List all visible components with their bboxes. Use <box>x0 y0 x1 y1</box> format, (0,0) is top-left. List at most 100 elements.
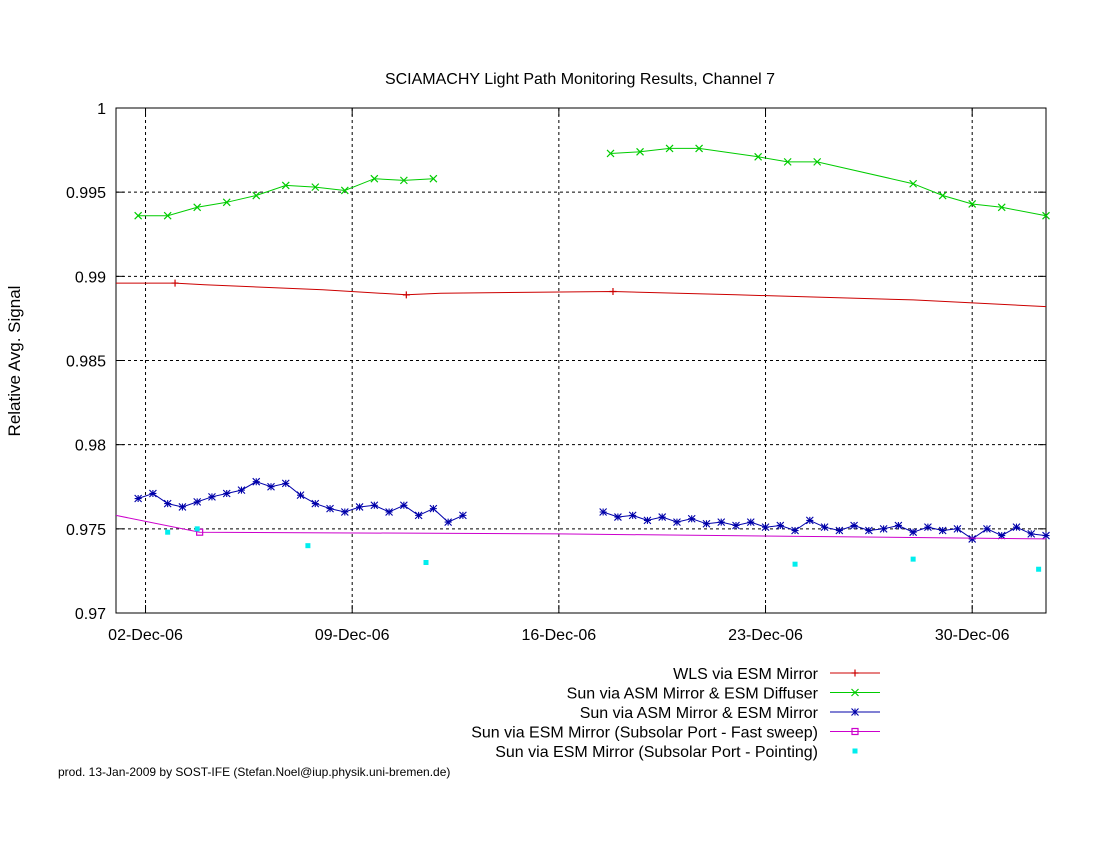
y-tick-label: 1 <box>97 101 106 118</box>
data-point <box>910 556 916 562</box>
data-point <box>370 174 379 183</box>
data-point <box>761 523 770 532</box>
data-point <box>193 498 202 506</box>
grid-lines <box>116 108 1046 613</box>
data-point <box>606 149 615 158</box>
x-tick-label: 16-Dec-06 <box>522 627 597 644</box>
data-point <box>673 518 681 526</box>
data-point <box>687 514 696 523</box>
data-point <box>399 176 408 185</box>
data-point <box>134 211 143 220</box>
data-point <box>429 174 438 183</box>
data-point <box>783 157 792 166</box>
chart-title: SCIAMACHY Light Path Monitoring Results,… <box>385 71 775 88</box>
series-line <box>137 481 464 523</box>
series-line <box>115 514 1047 540</box>
data-point <box>851 688 859 697</box>
series-line <box>610 147 1047 217</box>
data-point <box>237 486 246 495</box>
data-point <box>953 524 962 533</box>
data-point <box>171 279 179 287</box>
data-point <box>370 501 379 510</box>
series-line <box>138 178 434 217</box>
data-point <box>851 708 859 716</box>
data-point <box>402 291 410 299</box>
data-point <box>938 191 947 200</box>
series-1 <box>116 279 1047 308</box>
data-point <box>805 516 814 525</box>
data-point <box>163 211 172 220</box>
y-axis-label: Relative Avg. Signal <box>5 286 24 437</box>
legend-label: Sun via ASM Mirror & ESM Mirror <box>580 705 819 722</box>
data-point <box>355 503 364 511</box>
data-point <box>746 518 755 526</box>
series-5 <box>165 526 1042 572</box>
x-tick-label: 02-Dec-06 <box>108 627 183 644</box>
data-point <box>311 183 320 192</box>
data-point <box>850 521 858 530</box>
data-point <box>717 518 726 526</box>
data-point <box>968 535 977 543</box>
data-point <box>909 179 918 188</box>
y-tick-label: 0.99 <box>75 269 106 286</box>
series-3 <box>134 477 1050 543</box>
legend-label: WLS via ESM Mirror <box>673 666 819 683</box>
data-point <box>414 511 423 520</box>
x-axis-ticks: 02-Dec-06 09-Dec-06 16-Dec-06 23-Dec-06 30-D… <box>108 108 1010 644</box>
data-point <box>968 200 977 208</box>
data-point <box>997 531 1006 540</box>
data-point <box>776 521 785 530</box>
y-tick-label: 0.995 <box>66 185 106 202</box>
data-point <box>879 524 888 533</box>
data-point <box>311 499 320 508</box>
data-point <box>326 504 334 513</box>
data-point <box>423 560 429 565</box>
data-point <box>852 748 858 754</box>
y-tick-label: 0.975 <box>66 522 106 539</box>
legend-label: Sun via ASM Mirror & ESM Diffuser <box>567 686 819 703</box>
legend-label: Sun via ESM Mirror (Subsolar Port - Poin… <box>495 744 818 761</box>
data-point <box>792 561 798 567</box>
data-point <box>938 526 947 535</box>
legend: WLS via ESM Mirror Sun via ASM Mirror & E… <box>471 666 880 761</box>
data-point <box>208 492 216 501</box>
data-point <box>165 529 171 535</box>
footer-credit: prod. 13-Jan-2009 by SOST-IFE (Stefan.No… <box>58 765 450 779</box>
data-point <box>194 526 200 532</box>
data-point <box>163 499 172 508</box>
data-point <box>281 181 290 190</box>
data-point <box>1042 211 1050 220</box>
data-point <box>340 186 349 195</box>
data-point <box>267 482 275 491</box>
data-point <box>193 203 202 212</box>
data-point <box>1042 531 1050 540</box>
y-axis-ticks: 0.97 0.975 0.98 0.985 0.99 0.995 1 <box>66 101 1046 623</box>
data-point <box>134 494 143 503</box>
data-point <box>252 191 261 200</box>
data-point <box>864 526 873 535</box>
data-point <box>1027 529 1036 538</box>
data-point <box>813 157 822 166</box>
data-point <box>1036 566 1042 572</box>
data-point <box>835 526 844 535</box>
data-point <box>636 147 644 156</box>
data-point <box>459 511 467 520</box>
data-point <box>643 516 652 525</box>
x-tick-label: 30-Dec-06 <box>935 627 1010 644</box>
data-point <box>399 501 408 510</box>
data-point <box>305 543 311 549</box>
data-point <box>983 524 991 533</box>
data-point <box>296 491 305 500</box>
data-point <box>614 513 622 521</box>
data-point <box>222 489 231 498</box>
series-line <box>116 282 1047 308</box>
series-4 <box>115 514 1047 540</box>
data-point <box>754 152 763 161</box>
data-point <box>429 504 438 513</box>
data-point <box>924 523 932 532</box>
y-tick-label: 0.98 <box>75 438 106 455</box>
data-point <box>149 489 157 498</box>
y-tick-label: 0.97 <box>75 606 106 623</box>
legend-label: Sun via ESM Mirror (Subsolar Port - Fast… <box>471 725 818 742</box>
series-2 <box>134 144 1050 220</box>
